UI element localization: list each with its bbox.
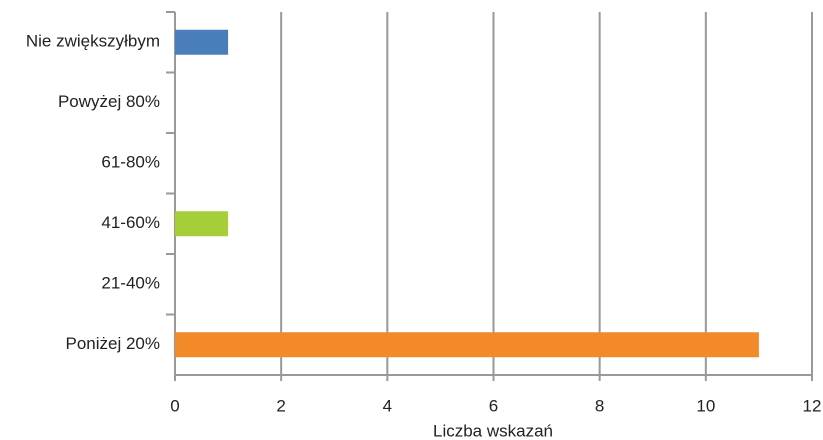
x-tick-label: 12 — [803, 396, 822, 415]
y-tick-label: 61-80% — [101, 153, 160, 172]
bar — [175, 211, 229, 237]
y-tick-label: 21-40% — [101, 274, 160, 293]
bar — [175, 332, 759, 358]
x-tick-label: 6 — [489, 396, 498, 415]
x-tick-label: 4 — [383, 396, 392, 415]
x-tick-label: 0 — [170, 396, 179, 415]
y-tick-label: Powyżej 80% — [58, 92, 160, 111]
x-tick-label: 2 — [276, 396, 285, 415]
bar — [175, 29, 229, 55]
y-tick-label: Nie zwiększyłbym — [26, 32, 160, 51]
y-tick-label: Poniżej 20% — [65, 334, 160, 353]
x-tick-label: 10 — [696, 396, 715, 415]
x-tick-label: 8 — [595, 396, 604, 415]
y-tick-label: 41-60% — [101, 213, 160, 232]
x-axis-label: Liczba wskazań — [433, 421, 553, 440]
